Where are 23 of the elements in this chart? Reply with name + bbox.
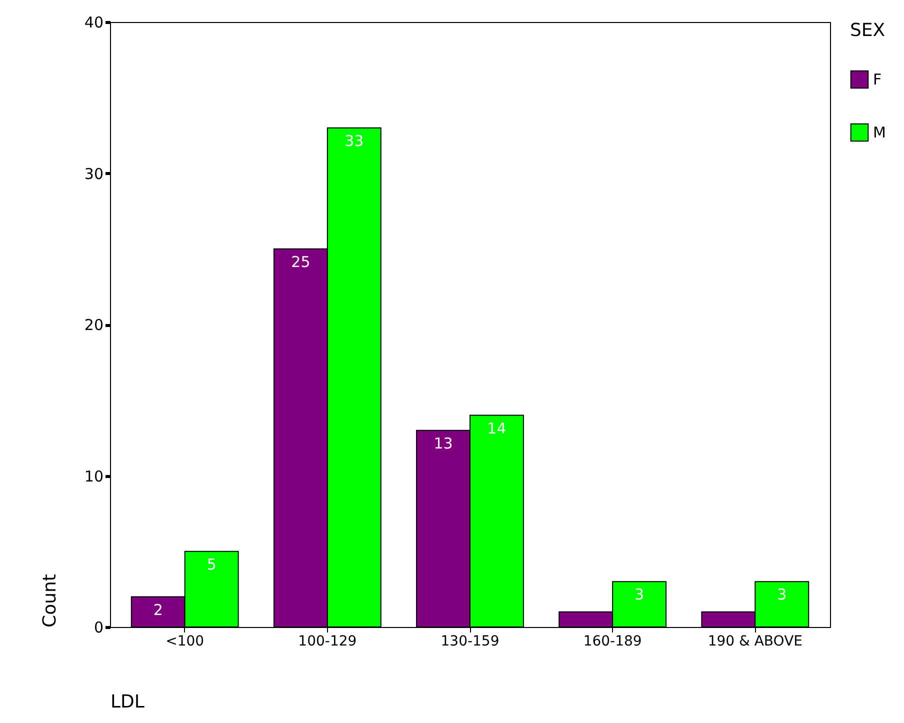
x-tick-label: 160-189 <box>583 634 642 650</box>
x-tick-label: 100-129 <box>298 634 357 650</box>
legend-title: SEX <box>850 20 886 41</box>
y-axis-title: Count <box>39 574 60 628</box>
x-tick-label: 130-159 <box>440 634 500 650</box>
data-label: 25 <box>291 252 310 271</box>
y-tick-label: 30 <box>84 164 104 183</box>
x-tick-label: 190 & ABOVE <box>708 634 802 650</box>
y-tick-label: 40 <box>84 14 104 32</box>
data-label: 14 <box>487 419 506 438</box>
y-tick-label: 20 <box>84 316 104 334</box>
data-label: 33 <box>344 132 364 150</box>
data-label: 3 <box>634 586 644 604</box>
legend-label: M <box>873 124 886 142</box>
data-label: 13 <box>434 434 453 452</box>
y-tick-label: 10 <box>84 467 104 486</box>
x-axis-title: LDL <box>110 692 144 712</box>
data-label: 3 <box>777 586 787 604</box>
data-label: 2 <box>153 600 163 619</box>
y-tick-label: 0 <box>94 618 104 636</box>
x-tick-label: <100 <box>166 634 204 650</box>
legend-label: F <box>873 70 882 88</box>
data-label: 5 <box>206 555 216 574</box>
